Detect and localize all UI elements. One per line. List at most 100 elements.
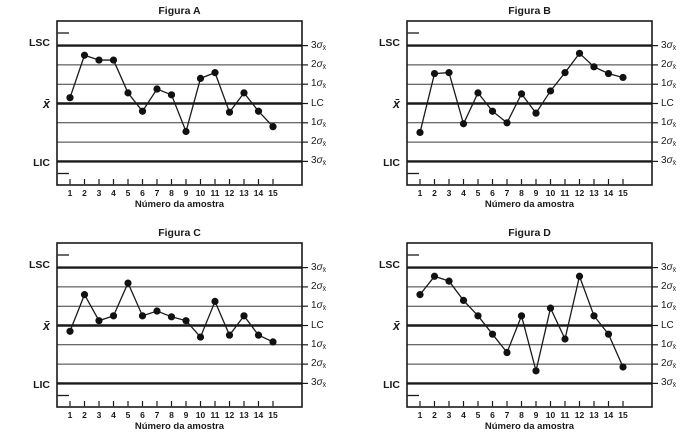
sigma-label-coefficient: 2 [311, 136, 317, 148]
sigma-zone-label: 2σx̄ [661, 280, 676, 294]
sigma-symbol: σ [666, 58, 673, 70]
data-point [240, 89, 248, 97]
data-point [124, 89, 132, 97]
sigma-symbol: σ [316, 280, 323, 292]
sigma-label-coefficient: 2 [311, 58, 317, 70]
plot-border [56, 20, 303, 186]
sigma-subscript-xbar: x̄ [322, 382, 327, 390]
x-tick-label: 7 [154, 188, 160, 198]
data-point [474, 312, 482, 320]
data-point [138, 107, 147, 115]
sigma-symbol: σ [316, 155, 323, 167]
sigma-subscript-xbar: x̄ [672, 160, 677, 168]
sigma-subscript-xbar: x̄ [322, 121, 327, 129]
x-tick-label: 9 [183, 188, 189, 198]
data-point [211, 297, 219, 305]
x-tick-label: 3 [446, 410, 452, 420]
x-tick-label: 1 [417, 410, 423, 420]
sigma-symbol: σ [666, 338, 673, 350]
lsc-label: LSC [29, 258, 50, 271]
sigma-symbol: σ [316, 39, 323, 51]
x-tick-label: 12 [224, 188, 235, 198]
sigma-zone-label: 2σx̄ [661, 357, 676, 371]
x-tick-label: 11 [210, 410, 220, 420]
x-tick-label: 9 [183, 410, 189, 420]
data-point [619, 363, 627, 371]
sigma-zone-label: 1σx̄ [661, 77, 676, 91]
data-point [517, 312, 526, 320]
sigma-subscript-xbar: x̄ [322, 285, 327, 293]
sigma-label-coefficient: 1 [661, 78, 667, 90]
data-point [95, 56, 103, 64]
data-point [269, 338, 277, 346]
data-point [561, 69, 569, 77]
sigma-zone-label: 1σx̄ [311, 338, 326, 352]
sigma-label-coefficient: LC [311, 319, 324, 331]
sigma-symbol: σ [316, 338, 323, 350]
sigma-zone-label: 3σx̄ [311, 376, 326, 390]
data-point [240, 312, 248, 320]
sigma-label-coefficient: LC [661, 319, 674, 331]
sigma-zone-label: 1σx̄ [661, 338, 676, 352]
sigma-subscript-xbar: x̄ [672, 343, 677, 351]
data-point [225, 108, 234, 116]
data-point [445, 277, 453, 285]
sigma-symbol: σ [666, 261, 673, 273]
sigma-label-coefficient: 1 [311, 338, 317, 350]
sigma-symbol: σ [316, 136, 323, 148]
sigma-label-coefficient: LC [311, 97, 324, 109]
sigma-label-coefficient: 2 [661, 358, 667, 370]
sigma-zone-label: 2σx̄ [661, 135, 676, 149]
sigma-symbol: σ [316, 300, 323, 312]
x-tick-label: 10 [195, 188, 206, 198]
sigma-label-coefficient: LC [661, 97, 674, 109]
lsc-label: LSC [29, 36, 50, 49]
sigma-zone-label: LC [311, 97, 324, 111]
data-point [604, 69, 613, 78]
data-point [153, 85, 161, 93]
data-point [138, 312, 147, 320]
sigma-zone-label: 2σx̄ [311, 280, 326, 294]
data-point [66, 94, 74, 102]
sigma-subscript-xbar: x̄ [322, 83, 327, 91]
data-point [167, 313, 176, 321]
chart-plot-area [406, 242, 658, 408]
sigma-zone-label: 1σx̄ [311, 77, 326, 91]
sigma-zone-label: LC [661, 319, 674, 333]
data-point [590, 63, 598, 71]
sigma-zone-label: 2σx̄ [661, 58, 676, 72]
sigma-symbol: σ [666, 39, 673, 51]
data-point [430, 272, 439, 280]
sigma-subscript-xbar: x̄ [672, 266, 677, 274]
data-point [416, 291, 424, 299]
x-tick-label: 13 [589, 188, 599, 198]
x-tick-label: 10 [545, 410, 556, 420]
x-tick-label: 11 [210, 188, 220, 198]
sigma-zone-label: 1σx̄ [311, 299, 326, 313]
data-point [182, 127, 190, 136]
data-point [546, 304, 555, 312]
sigma-label-coefficient: 1 [311, 116, 317, 128]
x-tick-label: 4 [111, 188, 116, 198]
x-tick-label: 14 [603, 410, 614, 420]
x-tick-label: 7 [504, 188, 510, 198]
sigma-label-coefficient: 1 [661, 338, 667, 350]
x-tick-label: 9 [533, 188, 539, 198]
x-tick-label: 3 [96, 188, 102, 198]
sigma-symbol: σ [316, 358, 323, 370]
x-tick-label: 1 [67, 188, 73, 198]
sigma-symbol: σ [666, 78, 673, 90]
data-point [532, 367, 540, 375]
x-tick-label: 12 [574, 410, 585, 420]
x-tick-label: 4 [111, 410, 116, 420]
x-tick-label: 4 [461, 410, 466, 420]
sigma-zone-label: LC [661, 97, 674, 111]
x-tick-label: 6 [140, 188, 145, 198]
x-tick-label: 2 [82, 188, 87, 198]
x-tick-label: 7 [154, 410, 160, 420]
sigma-zone-label: LC [311, 319, 324, 333]
data-point [66, 327, 74, 335]
sigma-symbol: σ [666, 358, 673, 370]
chart-plot-area [56, 20, 308, 186]
